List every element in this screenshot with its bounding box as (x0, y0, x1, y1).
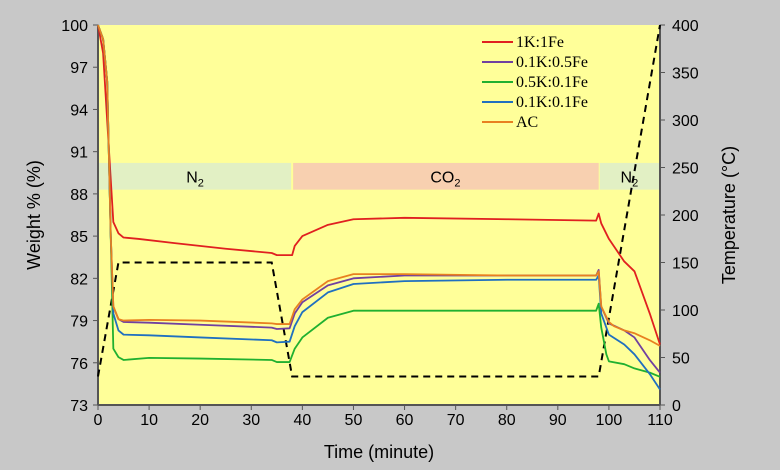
atmosphere-band (599, 162, 660, 190)
y-tick-label: 100 (61, 18, 88, 35)
x-axis-label: Time (minute) (324, 442, 434, 462)
band-label: N2 (621, 169, 639, 189)
x-tick-label: 40 (293, 412, 311, 429)
y-tick-label: 82 (70, 271, 88, 288)
y-axis-label: Weight % (%) (24, 160, 44, 270)
legend-label: 0.5K:0.1Fe (516, 74, 588, 91)
x-tick-label: 80 (498, 412, 516, 429)
x-tick-label: 50 (345, 412, 363, 429)
y2-tick-label: 200 (672, 208, 699, 225)
band-label: N2 (186, 169, 204, 189)
series-line-3 (97, 24, 661, 391)
legend-label: 0.1K:0.1Fe (516, 94, 588, 111)
temperature-line (97, 24, 661, 378)
x-tick-label: 20 (191, 412, 209, 429)
y2-tick-label: 50 (672, 351, 690, 368)
y-tick-label: 97 (70, 60, 88, 77)
plot-area (98, 25, 660, 405)
y2-axis-label: Temperature (°C) (719, 146, 739, 284)
x-tick-label: 10 (140, 412, 158, 429)
legend-label: 0.1K:0.5Fe (516, 54, 588, 71)
series-line-0 (97, 24, 661, 345)
y2-tick-label: 150 (672, 256, 699, 273)
series-line-2 (97, 24, 661, 378)
y2-tick-label: 0 (672, 398, 681, 415)
series-line-4 (97, 24, 661, 347)
legend-label: AC (516, 114, 538, 131)
y2-tick-label: 250 (672, 161, 699, 178)
atmosphere-band (98, 162, 292, 190)
x-tick-label: 30 (242, 412, 260, 429)
y2-tick-label: 400 (672, 18, 699, 35)
x-tick-label: 70 (447, 412, 465, 429)
x-tick-label: 100 (596, 412, 623, 429)
y2-tick-label: 100 (672, 303, 699, 320)
y-tick-label: 79 (70, 314, 88, 331)
atmosphere-band (293, 162, 599, 190)
y-tick-label: 88 (70, 187, 88, 204)
y-tick-label: 85 (70, 229, 88, 246)
x-tick-label: 60 (396, 412, 414, 429)
y-tick-label: 73 (70, 398, 88, 415)
y-tick-label: 76 (70, 356, 88, 373)
y-tick-label: 94 (70, 102, 88, 119)
band-label: CO2 (430, 169, 460, 189)
x-tick-label: 90 (549, 412, 567, 429)
x-tick-label: 0 (94, 412, 103, 429)
y-tick-label: 91 (70, 145, 88, 162)
y2-tick-label: 300 (672, 113, 699, 130)
legend-label: 1K:1Fe (516, 34, 564, 51)
x-tick-label: 110 (647, 412, 673, 429)
y2-tick-label: 350 (672, 66, 699, 83)
